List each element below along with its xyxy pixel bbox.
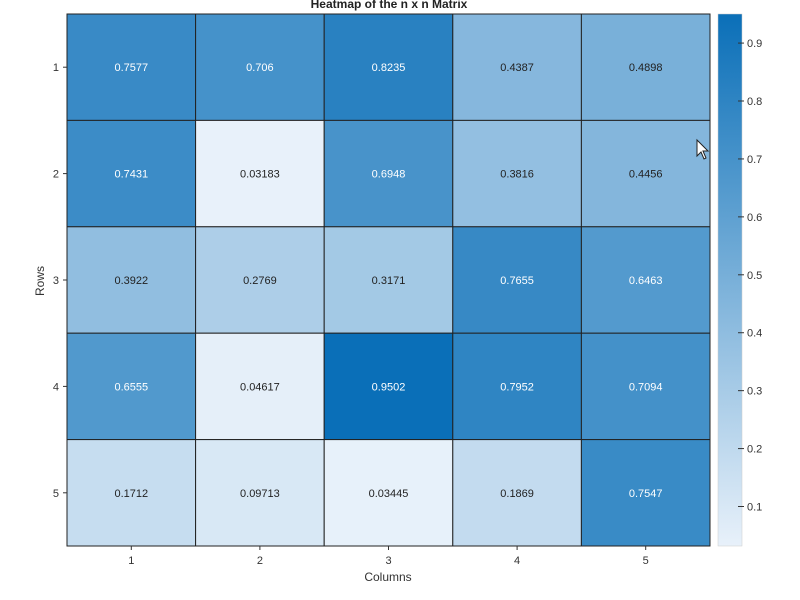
cell-value-label: 0.1712: [114, 488, 148, 500]
cell-value-label: 0.7577: [114, 62, 148, 74]
x-axis-ticks: 1 2 3 4 5: [128, 546, 649, 567]
heatmap-cell: [66, 13, 197, 121]
cell-value-label: 0.3171: [372, 275, 406, 287]
colorbar-tick-label: 0.4: [747, 328, 762, 340]
y-axis-label: Rows: [33, 266, 47, 296]
heatmap-cell: [323, 226, 454, 334]
x-tick-label: 3: [385, 555, 391, 567]
heatmap-cell: [580, 13, 711, 121]
heatmap-cell: [580, 226, 711, 334]
y-axis-ticks: 1 2 3 4 5: [53, 62, 67, 500]
x-axis-label: Columns: [364, 570, 411, 584]
colorbar-tick-label: 0.1: [747, 502, 762, 514]
x-tick-label: 5: [643, 555, 649, 567]
cell-value-label: 0.7094: [629, 381, 663, 393]
y-tick-label: 2: [53, 169, 59, 181]
colorbar-tick-label: 0.6: [747, 212, 762, 224]
y-tick-label: 3: [53, 275, 59, 287]
cell-value-label: 0.09713: [240, 488, 280, 500]
cell-value-label: 0.9502: [372, 381, 406, 393]
cell-value-label: 0.4387: [500, 62, 534, 74]
x-tick-label: 2: [257, 555, 263, 567]
heatmap-cell: [452, 332, 582, 441]
heatmap-cell: [195, 439, 325, 547]
cell-value-label: 0.03445: [369, 488, 409, 500]
heatmap-cell: [66, 439, 197, 547]
heatmap-cell: [195, 332, 325, 441]
cell-value-label: 0.04617: [240, 381, 280, 393]
heatmap-cell: [580, 439, 711, 547]
colorbar-tick-label: 0.9: [747, 38, 762, 50]
heatmap-cells: 0.7577 0.706 0.8235 0.4387 0.4898 0.7431 0.031…: [66, 13, 711, 547]
y-tick-label: 1: [53, 62, 59, 74]
cell-value-label: 0.6463: [629, 275, 663, 287]
cell-value-label: 0.4898: [629, 62, 663, 74]
heatmap-cell: [452, 226, 582, 334]
colorbar-ticks: 0.1 0.2 0.3 0.4 0.5 0.6 0.7 0.8 0.9: [738, 38, 762, 514]
cell-value-label: 0.1869: [500, 488, 534, 500]
chart-title: Heatmap of the n x n Matrix: [311, 0, 468, 11]
cell-value-label: 0.8235: [372, 62, 406, 74]
heatmap-cell: [66, 119, 197, 228]
y-tick-label: 5: [53, 488, 59, 500]
colorbar-tick-label: 0.2: [747, 444, 762, 456]
mouse-cursor-icon: [696, 138, 710, 160]
cell-value-label: 0.6555: [114, 381, 148, 393]
y-tick-label: 4: [53, 381, 59, 393]
heatmap-cell: [452, 13, 582, 121]
cell-value-label: 0.6948: [372, 169, 406, 181]
colorbar-tick-label: 0.7: [747, 154, 762, 166]
cell-value-label: 0.7655: [500, 275, 534, 287]
colorbar-tick-label: 0.8: [747, 96, 762, 108]
heatmap-cell: [323, 439, 454, 547]
heatmap-cell: [195, 13, 325, 121]
x-tick-label: 1: [128, 555, 134, 567]
colorbar-tick-label: 0.5: [747, 270, 762, 282]
cell-value-label: 0.4456: [629, 169, 663, 181]
cell-value-label: 0.3922: [114, 275, 148, 287]
heatmap-cell: [323, 13, 454, 121]
cell-value-label: 0.7952: [500, 381, 534, 393]
heatmap-cell: [323, 332, 454, 441]
cell-value-label: 0.7547: [629, 488, 663, 500]
cell-value-label: 0.7431: [114, 169, 148, 181]
heatmap-cell: [323, 119, 454, 228]
colorbar: [717, 13, 743, 547]
heatmap-cell: [580, 332, 711, 441]
cell-value-label: 0.706: [246, 62, 274, 74]
colorbar-tick-label: 0.3: [747, 386, 762, 398]
cell-value-label: 0.3816: [500, 169, 534, 181]
x-tick-label: 4: [514, 555, 520, 567]
heatmap-cell: [195, 226, 325, 334]
heatmap-cell: [580, 119, 711, 228]
cell-value-label: 0.2769: [243, 275, 277, 287]
cell-value-label: 0.03183: [240, 169, 280, 181]
